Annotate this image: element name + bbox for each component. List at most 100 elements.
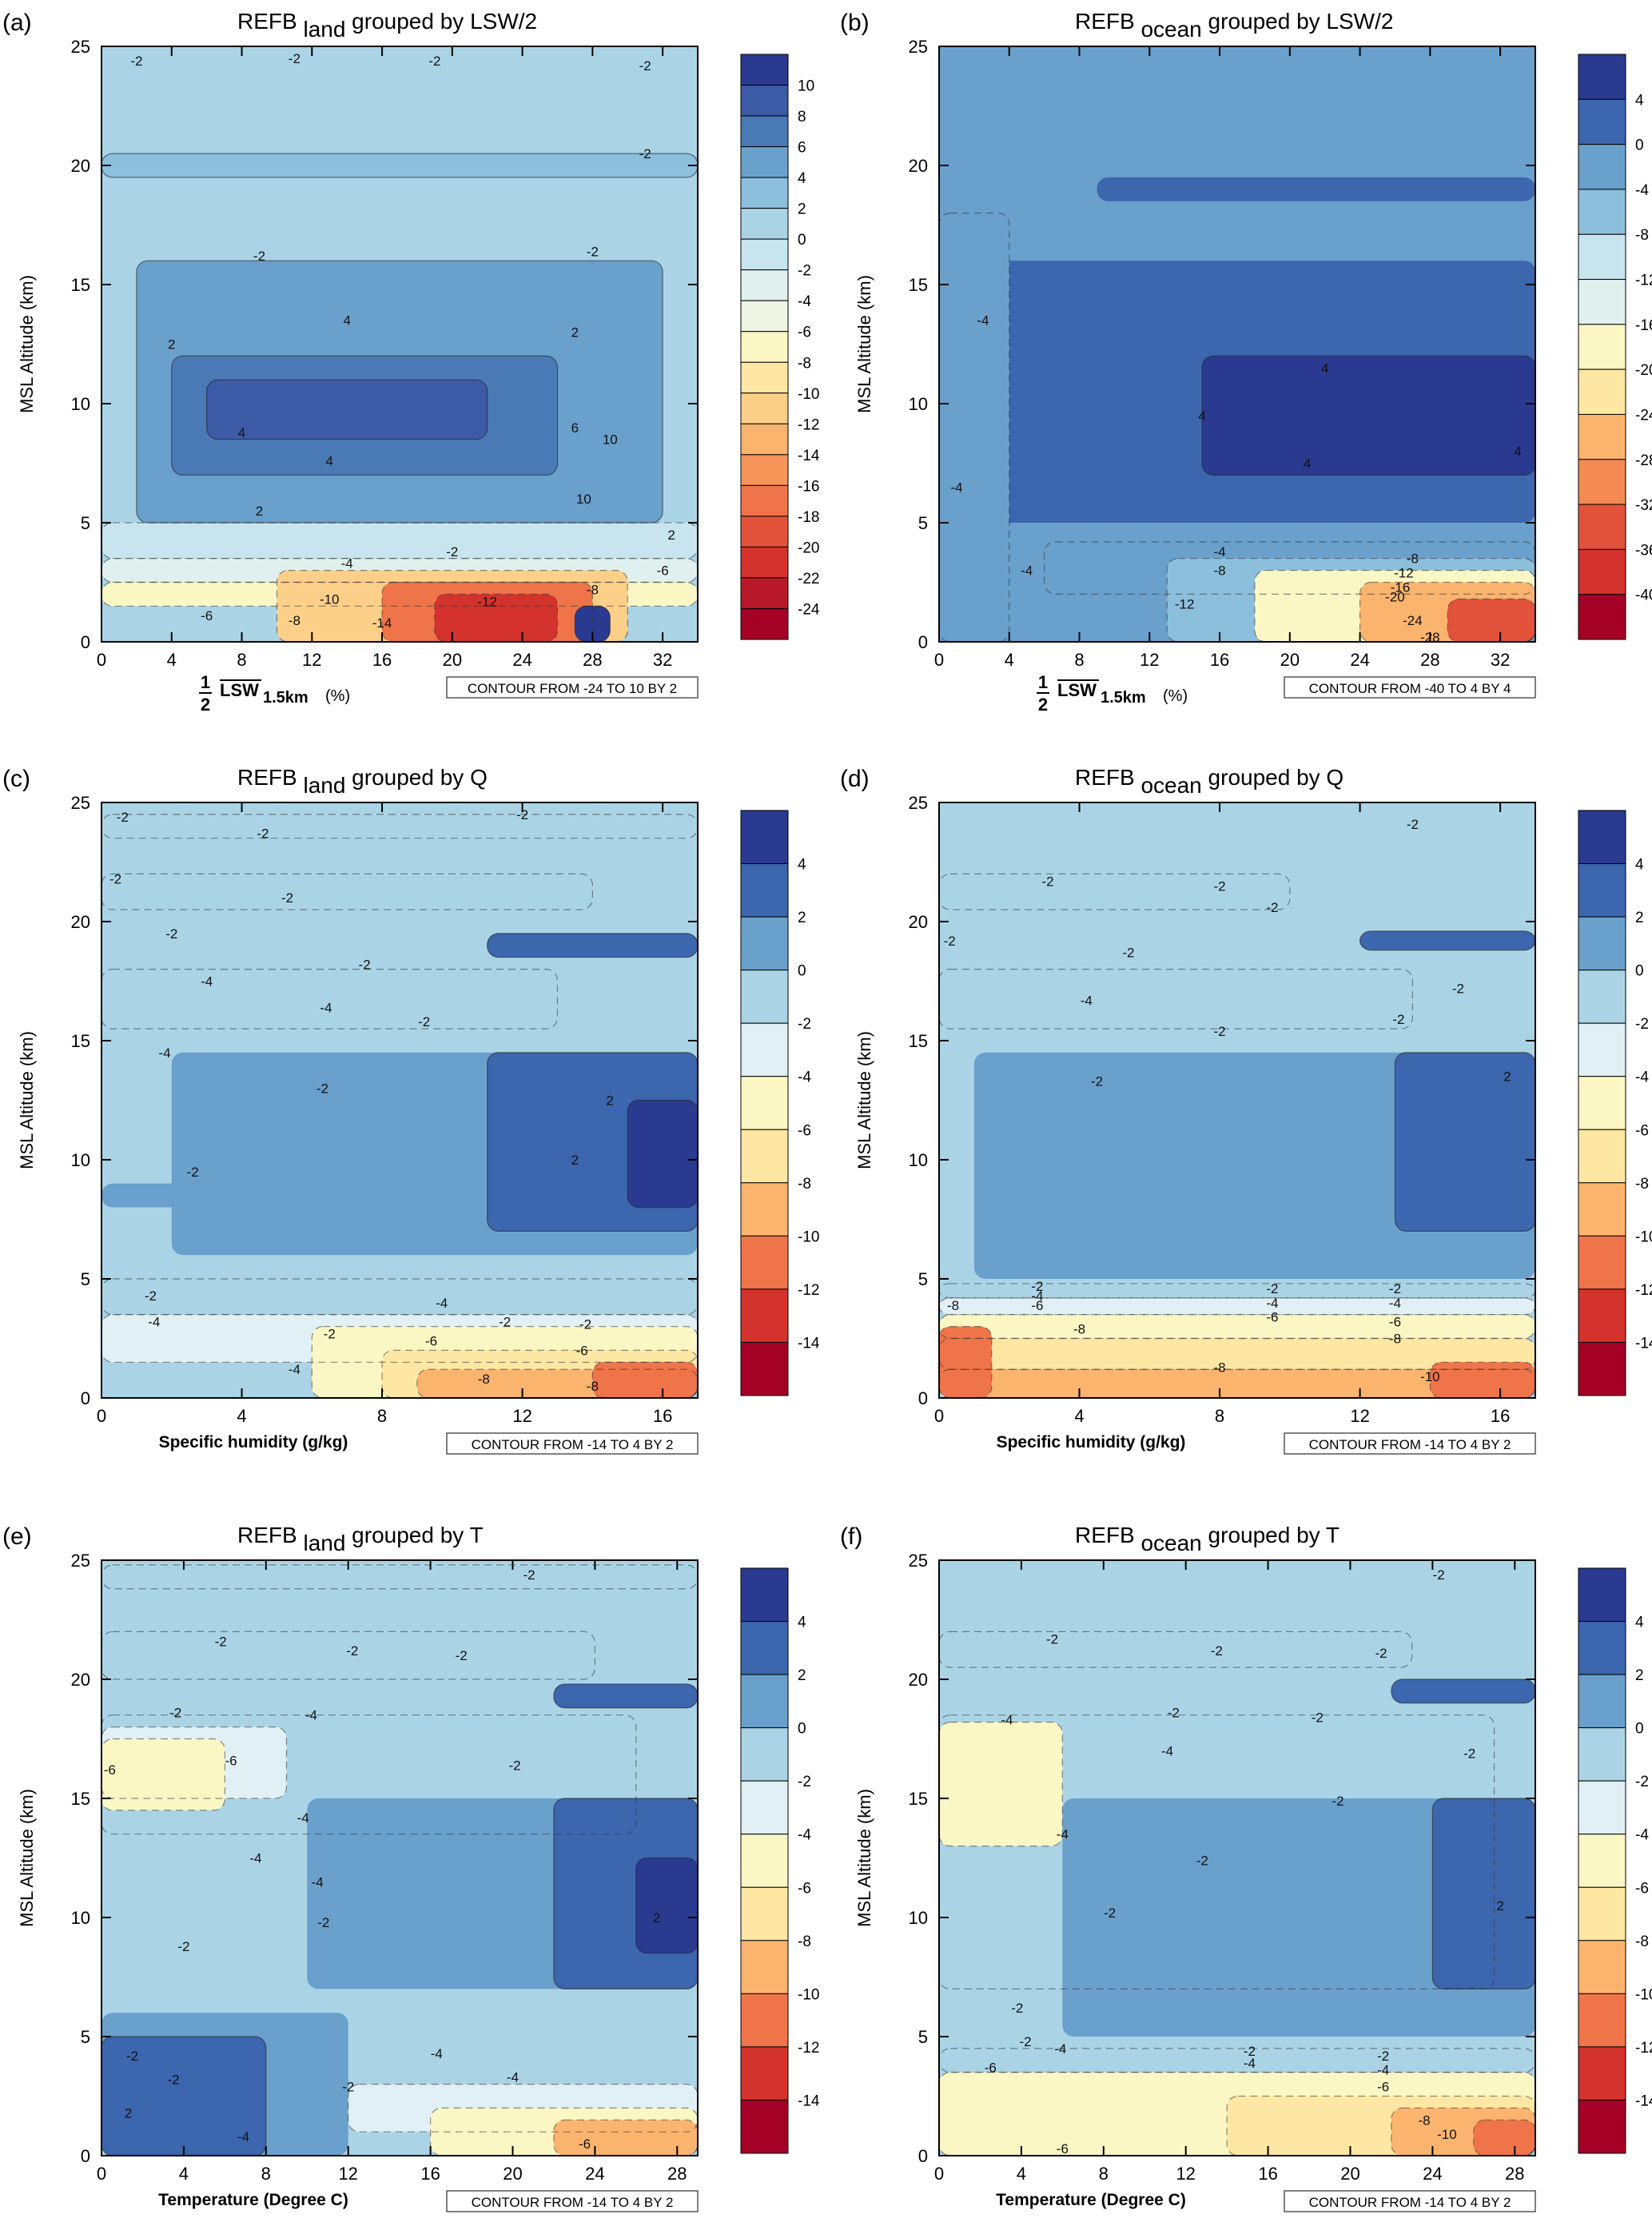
- colorbar-box-1: [740, 85, 789, 117]
- panel-title: REFB ocean grouped by Q: [1075, 765, 1343, 798]
- contour-label-11: -4: [312, 1874, 324, 1890]
- y-axis-label: MSL Altitude (km): [854, 275, 874, 413]
- colorbar-label-4: -4: [1635, 1827, 1649, 1844]
- contour-line-2: [136, 260, 663, 524]
- colorbar-box-7: [740, 1940, 789, 1994]
- x-axis-label: Specific humidity (g/kg): [159, 1433, 348, 1451]
- y-tick-label: 15: [71, 1031, 90, 1051]
- contour-line-3: [171, 355, 559, 476]
- y-tick-label: 25: [909, 37, 928, 57]
- contour-label-0: -2: [117, 810, 129, 825]
- colorbar-box-3: [740, 1727, 789, 1782]
- contour-label-13: -4: [1031, 1288, 1043, 1304]
- contour-label-1: -2: [257, 826, 269, 842]
- contour-label-8: -12: [1175, 596, 1195, 611]
- contour-line-5: [553, 1683, 698, 1709]
- colorbar-box-3: [1578, 189, 1626, 235]
- x-axis-label: Temperature (Degree C): [996, 2191, 1186, 2209]
- contour-line-1: [939, 969, 1414, 1029]
- x-label-variable: LSW: [1057, 680, 1097, 700]
- y-tick-label: 10: [71, 1908, 90, 1928]
- contour-label-1: -2: [215, 1634, 227, 1649]
- filled-region-4: [206, 380, 488, 440]
- x-label-fraction-denominator: 2: [1038, 695, 1048, 715]
- colorbar-box-7: [1578, 1940, 1626, 1994]
- contour-label-13: 6: [571, 420, 579, 436]
- contour-label-15: 4: [1514, 444, 1521, 460]
- colorbar-label-6: -8: [1635, 1933, 1649, 1950]
- colorbar-box-7: [1578, 1182, 1626, 1236]
- y-tick-label: 0: [81, 1388, 90, 1408]
- x-tick-label: 12: [1140, 650, 1159, 670]
- contour-label-12: -2: [187, 1165, 199, 1180]
- colorbar-label-4: -4: [1635, 1069, 1649, 1086]
- contour-label-9: -2: [418, 1014, 430, 1029]
- colorbar-box-6: [740, 238, 789, 271]
- contour-label-9: -2: [1332, 1794, 1343, 1809]
- contour-label-13: -24: [1403, 613, 1423, 628]
- contour-line-2: [102, 1714, 637, 1835]
- colorbar-box-4: [1578, 1022, 1626, 1077]
- y-tick-label: 15: [909, 1031, 928, 1051]
- filled-region-1: [939, 969, 1413, 1029]
- contour-label-15: -4: [1054, 2041, 1066, 2057]
- colorbar-box-0: [740, 810, 789, 865]
- contour-label-15: -2: [145, 1288, 157, 1304]
- filled-region-5: [102, 1183, 242, 1208]
- colorbar-box-6: [1578, 1129, 1626, 1184]
- contour-line-0: [939, 873, 1291, 910]
- colorbar-box-5: [740, 1834, 789, 1888]
- contour-line-13: [591, 1361, 698, 1398]
- contour-label-19: -8: [289, 613, 301, 628]
- x-tick-label: 16: [1210, 650, 1229, 670]
- x-tick-label: 12: [1350, 1406, 1369, 1426]
- contour-label-16: -2: [167, 2073, 179, 2088]
- contour-line-4: [1044, 541, 1535, 595]
- contour-label-10: -4: [158, 1045, 170, 1061]
- x-label-variable: LSW: [220, 680, 259, 700]
- plot-frame: [938, 46, 1536, 643]
- contour-line-6: [487, 1052, 698, 1232]
- filled-region-2: [939, 1722, 1063, 1846]
- contour-line-10: [434, 593, 559, 642]
- x-tick-label: 20: [1280, 650, 1300, 670]
- contour-label-13: -2: [1011, 2001, 1023, 2016]
- colorbar-box-14: [740, 484, 789, 517]
- contour-label-14: -2: [1019, 2034, 1031, 2049]
- filled-region-2: [102, 969, 558, 1029]
- contour-label-3: -2: [456, 1648, 468, 1663]
- contour-label-20: -6: [425, 1333, 437, 1348]
- contour-label-2: -2: [1213, 878, 1225, 894]
- colorbar-box-12: [740, 423, 789, 456]
- y-axis-label: MSL Altitude (km): [17, 1789, 37, 1927]
- filled-region-8: [102, 1279, 698, 1315]
- y-tick-label: 25: [71, 37, 90, 57]
- contour-label-22: -6: [1389, 1315, 1401, 1330]
- colorbar-box-3: [740, 970, 789, 1024]
- panel-title: REFB ocean grouped by LSW/2: [1075, 9, 1393, 42]
- contour-note-box: [1284, 676, 1536, 699]
- x-tick-label: 16: [420, 2164, 440, 2184]
- colorbar-label-6: -8: [798, 1933, 811, 1950]
- x-tick-label: 12: [1176, 2164, 1195, 2184]
- x-label-subscript: 1.5km: [263, 689, 309, 707]
- contour-label-24: -6: [657, 563, 669, 579]
- y-tick-label: 0: [918, 1388, 928, 1408]
- colorbar-label-4: -4: [798, 1069, 811, 1086]
- contour-label-10: -12: [1394, 566, 1414, 581]
- colorbar-label-6: -2: [798, 263, 811, 280]
- colorbar-label-0: 4: [1635, 857, 1644, 874]
- colorbar-label-12: -14: [798, 448, 820, 464]
- contour-line-9: [381, 581, 593, 642]
- colorbar-label-3: -2: [1635, 1774, 1649, 1790]
- contour-label-9: 2: [571, 325, 579, 340]
- colorbar-box-9: [1578, 459, 1626, 505]
- colorbar-box-3: [1578, 970, 1626, 1024]
- contour-label-21: -12: [477, 594, 497, 609]
- colorbar-box-2: [1578, 916, 1626, 971]
- contour-label-9: -2: [1392, 1012, 1404, 1027]
- x-tick-label: 24: [512, 650, 531, 670]
- x-tick-label: 16: [1491, 1406, 1510, 1426]
- contour-label-20: -6: [1377, 2080, 1389, 2095]
